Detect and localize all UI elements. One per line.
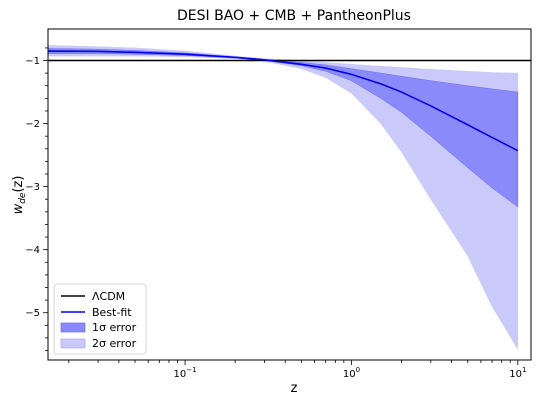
x-tick-label-exponent: 0: [356, 366, 360, 374]
x-tick-label: 10−1: [174, 366, 197, 380]
legend: ΛCDM Best-fit 1σ error 2σ error: [53, 283, 147, 355]
x-tick-label-exponent: 1: [522, 366, 526, 374]
y-axis-label-tail: (z): [11, 176, 26, 193]
legend-label-lcdm: ΛCDM: [92, 290, 125, 303]
best-fit-curve: [47, 50, 519, 152]
band-2sigma-area: [47, 45, 519, 351]
plot-area: [47, 45, 531, 351]
chart-title: DESI BAO + CMB + PantheonPlus: [177, 8, 411, 24]
band-2sigma: [47, 45, 519, 351]
legend-label-best-fit: Best-fit: [92, 306, 132, 319]
x-axis-label: z: [291, 381, 298, 396]
legend-box: [53, 283, 147, 355]
y-tick-label: −3: [25, 182, 40, 193]
legend-swatch-2sigma: [60, 338, 86, 349]
y-axis-label-sub: de: [18, 192, 28, 204]
x-tick-label: 101: [509, 366, 526, 380]
legend-swatch-1sigma: [60, 322, 86, 333]
y-tick-label: −1: [25, 56, 40, 67]
y-tick-label: −2: [25, 119, 40, 130]
x-tick-label-base: 10: [343, 369, 356, 380]
plot-frame: [47, 28, 532, 361]
x-axis-ticks: 10−1 100 101: [68, 360, 526, 380]
y-axis-ticks: −1 −2 −3 −4 −5: [25, 47, 48, 351]
y-tick-label: −4: [25, 245, 40, 256]
x-tick-label: 100: [343, 366, 360, 380]
x-tick-label-exponent: −1: [186, 366, 196, 374]
best-fit-line: [47, 50, 519, 152]
y-axis-label-main: w: [11, 203, 26, 214]
legend-label-2sigma: 2σ error: [92, 337, 137, 350]
y-axis-label: wde(z): [11, 176, 28, 215]
x-tick-label-base: 10: [174, 369, 187, 380]
y-tick-label: −5: [25, 308, 40, 319]
x-tick-label-base: 10: [509, 369, 522, 380]
legend-label-1sigma: 1σ error: [92, 321, 137, 334]
